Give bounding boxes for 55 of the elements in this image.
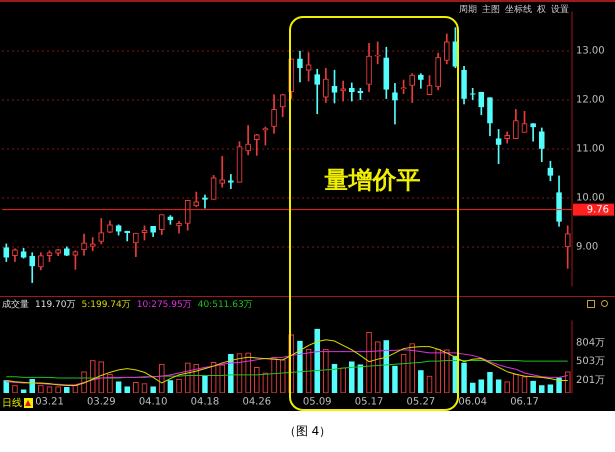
bar [418,370,424,393]
candlestick [392,83,398,124]
text: 5:199.74万 [82,298,131,310]
annotation: 坐标线 [505,4,532,16]
y-tick-label: 804万 [576,337,606,348]
x-tick-label: 04.26 [242,396,272,408]
bar [3,380,10,393]
bar [202,376,208,393]
x-tick-label: 05.09 [302,396,332,408]
bar [358,364,364,393]
bar [348,361,355,393]
x-tick-label: 06.17 [510,396,539,408]
bar [496,380,502,393]
x-tick-label: 03.29 [87,396,116,408]
x-tick-label: 03.21 [35,396,64,408]
text: 10:275.95万 [136,298,192,310]
annotation: 周期 [459,4,477,16]
annotation: 主图 [482,4,500,16]
x-tick-label: 05.17 [354,396,384,408]
y-tick-label: 10.00 [576,192,605,204]
annotation: 量增价平 [324,164,422,196]
bar [314,328,320,393]
bar [297,340,303,393]
bar [332,364,338,393]
y-tick-label: 201万 [576,375,606,386]
bar [530,380,536,393]
x-tick-label: 04.18 [190,396,220,408]
text: 日线 [2,396,22,410]
y-tick-label: 9.00 [576,241,598,252]
candlestick [176,221,182,234]
bar [478,380,484,393]
candlestick [332,70,338,104]
chart-title: 成交量 [2,298,29,310]
x-tick-label: 05.27 [406,396,436,408]
bar [383,340,390,393]
text: 40:511.63万 [198,298,253,310]
annotation: 权 [537,4,546,16]
y-tick-label: 12.00 [576,94,605,106]
bar [487,372,493,393]
bar [116,381,122,393]
y-tick-label: 13.00 [576,46,605,57]
bar [392,366,398,393]
y-tick-label: 503万 [576,356,606,368]
bar [556,378,562,393]
annotation: 设置 [551,4,569,16]
ref-line-label: 9.76 [586,204,609,216]
y-tick-label: 11.00 [576,144,605,155]
bar [461,362,467,393]
text: 119.70万 [35,298,76,310]
x-tick-label: 04.10 [138,396,168,408]
candlestick [142,225,148,240]
bar [168,380,174,393]
text: （图 4） [282,423,332,440]
x-tick-label: 06.04 [458,396,487,408]
bar [470,382,476,393]
